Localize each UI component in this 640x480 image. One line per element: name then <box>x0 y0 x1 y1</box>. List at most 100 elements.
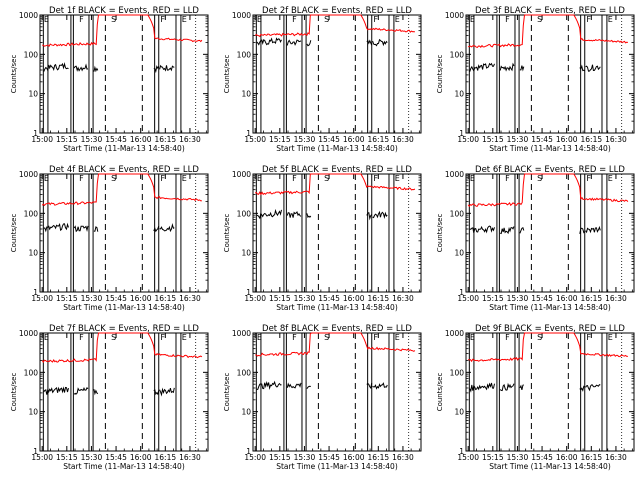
y-axis-label: Counts/sec <box>436 214 444 253</box>
plot-frame <box>39 332 209 452</box>
marker-label: S <box>111 15 116 24</box>
panel-title: Det 3f BLACK = Events, RED = LLD <box>475 6 625 16</box>
x-tick-label: 15:15 <box>482 294 504 303</box>
x-tick-label: 16:30 <box>605 135 627 144</box>
marker-label: E <box>395 15 400 24</box>
series-lld <box>255 332 416 357</box>
series-events <box>366 382 373 390</box>
x-axis-label: Start Time (11-Mar-13 14:58:40) <box>63 462 185 471</box>
marker-label: S <box>324 15 329 24</box>
y-tick-label: 1 <box>246 288 251 297</box>
marker-label: F <box>586 333 591 342</box>
y-tick-label: 1 <box>459 447 464 456</box>
x-tick-label: 16:00 <box>556 135 578 144</box>
panel-title: Det 4f BLACK = Events, RED = LLD <box>49 165 199 175</box>
series-lld <box>467 14 629 48</box>
y-tick-label: 1000 <box>19 170 38 179</box>
marker-label: E <box>257 333 262 342</box>
x-tick-label: 16:30 <box>392 135 414 144</box>
y-tick-label: 10 <box>28 90 38 99</box>
marker-label: F <box>160 15 165 24</box>
series-events <box>93 226 99 232</box>
marker-label: F <box>292 15 297 24</box>
y-axis-label: Counts/sec <box>436 55 444 94</box>
y-tick-label: 100 <box>237 368 252 377</box>
y-axis-label: Counts/sec <box>10 55 18 94</box>
y-tick-label: 10 <box>454 249 464 258</box>
series-events <box>159 387 175 397</box>
y-tick-label: 1000 <box>232 329 251 338</box>
series-events <box>73 386 89 395</box>
marker-label: E <box>470 174 475 183</box>
x-tick-label: 15:30 <box>507 453 529 462</box>
x-tick-label: 15:45 <box>531 294 553 303</box>
series-lld <box>42 14 203 48</box>
y-tick-label: 10 <box>28 249 38 258</box>
y-tick-label: 1000 <box>232 11 251 20</box>
marker-label: F <box>373 174 378 183</box>
marker-label: F <box>505 174 510 183</box>
x-tick-label: 16:15 <box>368 135 390 144</box>
series-events <box>93 389 99 396</box>
y-axis-label: Counts/sec <box>223 55 231 94</box>
y-tick-label: 100 <box>237 50 252 59</box>
y-axis-label: Counts/sec <box>10 373 18 412</box>
x-tick-label: 16:15 <box>581 135 603 144</box>
x-tick-label: 15:00 <box>457 135 479 144</box>
marker-label: F <box>292 333 297 342</box>
x-tick-label: 16:00 <box>556 453 578 462</box>
x-tick-label: 15:45 <box>318 294 340 303</box>
series-events <box>499 62 515 72</box>
marker-label: E <box>470 333 475 342</box>
x-tick-label: 16:30 <box>392 453 414 462</box>
series-events <box>286 382 302 389</box>
series-events <box>469 62 495 73</box>
series-lld <box>254 173 416 196</box>
series-lld <box>468 332 628 363</box>
x-axis-label: Start Time (11-Mar-13 14:58:40) <box>276 462 398 471</box>
series-events <box>579 385 585 392</box>
y-tick-label: 100 <box>450 209 465 218</box>
panel-title: Det 5f BLACK = Events, RED = LLD <box>262 165 412 175</box>
series-events <box>579 227 586 234</box>
marker-label: F <box>586 15 591 24</box>
marker-label: F <box>160 333 165 342</box>
y-tick-label: 100 <box>24 209 39 218</box>
x-tick-label: 16:00 <box>556 294 578 303</box>
y-tick-label: 10 <box>28 408 38 417</box>
y-tick-label: 1 <box>246 447 251 456</box>
panel-title: Det 1f BLACK = Events, RED = LLD <box>49 6 199 16</box>
series-events <box>93 65 99 73</box>
y-tick-label: 1 <box>33 288 38 297</box>
y-tick-label: 10 <box>241 408 251 417</box>
x-axis-label: Start Time (11-Mar-13 14:58:40) <box>276 303 398 312</box>
x-axis-label: Start Time (11-Mar-13 14:58:40) <box>489 303 611 312</box>
panel-det-1: Det 1f BLACK = Events, RED = LLD 1 10 100 10… <box>10 6 209 153</box>
marker-label: S <box>111 333 116 342</box>
x-tick-label: 15:00 <box>31 294 53 303</box>
y-tick-label: 10 <box>241 249 251 258</box>
series-events <box>153 225 160 233</box>
marker-label: S <box>111 174 116 183</box>
y-tick-label: 100 <box>450 50 465 59</box>
marker-label: E <box>608 333 613 342</box>
marker-label: F <box>373 15 378 24</box>
series-events <box>469 382 495 393</box>
marker-label: E <box>608 174 613 183</box>
panel-det-6: Det 6f BLACK = Events, RED = LLD 1 10 100 10… <box>436 165 635 312</box>
marker-label: E <box>257 174 262 183</box>
x-tick-label: 15:45 <box>105 294 127 303</box>
y-tick-label: 1 <box>459 288 464 297</box>
x-tick-label: 15:30 <box>294 135 316 144</box>
x-tick-label: 16:30 <box>392 294 414 303</box>
series-events <box>372 38 388 47</box>
x-tick-label: 16:15 <box>155 294 177 303</box>
x-tick-label: 15:15 <box>56 453 78 462</box>
y-tick-label: 10 <box>241 90 251 99</box>
marker-label: S <box>537 15 542 24</box>
marker-label: F <box>79 174 84 183</box>
marker-label: S <box>324 333 329 342</box>
x-tick-label: 15:30 <box>507 294 529 303</box>
series-events <box>366 212 373 221</box>
y-tick-label: 100 <box>24 50 39 59</box>
